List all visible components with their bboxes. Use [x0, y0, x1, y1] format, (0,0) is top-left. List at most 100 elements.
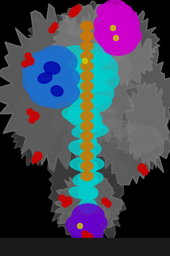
Ellipse shape: [81, 152, 93, 161]
Ellipse shape: [51, 86, 63, 96]
Circle shape: [64, 197, 72, 205]
Ellipse shape: [66, 82, 114, 106]
Polygon shape: [67, 93, 118, 135]
Circle shape: [82, 231, 88, 237]
Circle shape: [75, 5, 81, 11]
Ellipse shape: [79, 82, 97, 96]
Ellipse shape: [23, 69, 57, 99]
Ellipse shape: [78, 56, 98, 70]
Polygon shape: [55, 171, 123, 241]
Circle shape: [32, 157, 38, 163]
Ellipse shape: [45, 84, 79, 108]
Ellipse shape: [44, 62, 60, 74]
Ellipse shape: [79, 95, 97, 109]
Circle shape: [49, 27, 55, 33]
Ellipse shape: [80, 69, 96, 83]
Circle shape: [34, 152, 42, 160]
Polygon shape: [112, 123, 163, 155]
Ellipse shape: [103, 0, 127, 16]
Ellipse shape: [110, 17, 140, 39]
Ellipse shape: [39, 46, 71, 66]
Circle shape: [59, 195, 65, 201]
Ellipse shape: [63, 63, 107, 93]
Circle shape: [83, 233, 93, 243]
Ellipse shape: [81, 71, 93, 80]
Ellipse shape: [40, 68, 80, 94]
Ellipse shape: [80, 134, 96, 148]
Ellipse shape: [23, 57, 73, 95]
Ellipse shape: [81, 61, 93, 70]
Circle shape: [29, 117, 35, 123]
Ellipse shape: [72, 124, 108, 138]
Polygon shape: [48, 122, 130, 250]
Polygon shape: [60, 57, 86, 88]
Ellipse shape: [80, 147, 96, 161]
Ellipse shape: [97, 4, 119, 20]
Ellipse shape: [83, 215, 107, 233]
Ellipse shape: [94, 15, 122, 37]
Ellipse shape: [95, 26, 117, 46]
Ellipse shape: [98, 25, 138, 51]
Ellipse shape: [78, 186, 98, 200]
Ellipse shape: [112, 5, 132, 19]
Polygon shape: [68, 203, 111, 225]
Ellipse shape: [66, 216, 94, 236]
Ellipse shape: [33, 49, 77, 79]
Ellipse shape: [81, 172, 93, 180]
Ellipse shape: [62, 60, 89, 82]
Polygon shape: [22, 15, 87, 80]
Ellipse shape: [79, 173, 97, 187]
Ellipse shape: [97, 17, 133, 45]
Circle shape: [62, 201, 68, 207]
Ellipse shape: [70, 157, 104, 171]
Ellipse shape: [106, 9, 138, 33]
Circle shape: [82, 59, 88, 63]
Polygon shape: [93, 5, 160, 86]
Circle shape: [105, 201, 111, 207]
Polygon shape: [41, 5, 136, 161]
Circle shape: [114, 36, 118, 40]
Circle shape: [110, 26, 115, 30]
Ellipse shape: [38, 73, 52, 83]
Ellipse shape: [81, 31, 93, 40]
Ellipse shape: [81, 81, 93, 91]
Ellipse shape: [73, 172, 103, 186]
Ellipse shape: [81, 22, 93, 30]
Ellipse shape: [28, 72, 76, 104]
Ellipse shape: [78, 108, 98, 122]
Ellipse shape: [75, 236, 95, 250]
Ellipse shape: [81, 112, 93, 121]
Ellipse shape: [103, 33, 137, 55]
Polygon shape: [11, 86, 60, 166]
Polygon shape: [0, 4, 113, 171]
Polygon shape: [52, 5, 138, 69]
Ellipse shape: [81, 41, 93, 50]
Ellipse shape: [81, 101, 93, 111]
Ellipse shape: [61, 46, 99, 76]
Ellipse shape: [115, 27, 141, 49]
Circle shape: [71, 7, 79, 15]
Circle shape: [22, 61, 28, 67]
Ellipse shape: [69, 140, 101, 156]
Ellipse shape: [67, 111, 103, 131]
Circle shape: [142, 169, 148, 175]
Polygon shape: [84, 31, 170, 185]
Ellipse shape: [79, 160, 97, 174]
Ellipse shape: [81, 226, 103, 242]
Ellipse shape: [72, 204, 104, 228]
Ellipse shape: [30, 52, 54, 70]
Ellipse shape: [81, 132, 93, 141]
Ellipse shape: [25, 60, 51, 82]
Circle shape: [25, 53, 31, 59]
Ellipse shape: [80, 121, 96, 135]
Ellipse shape: [81, 91, 93, 101]
Circle shape: [27, 109, 33, 115]
Polygon shape: [26, 54, 56, 79]
Circle shape: [138, 164, 146, 172]
Ellipse shape: [69, 95, 111, 116]
Ellipse shape: [82, 52, 118, 79]
Circle shape: [69, 11, 75, 17]
Ellipse shape: [79, 199, 97, 213]
Ellipse shape: [91, 71, 119, 91]
Ellipse shape: [29, 82, 61, 106]
